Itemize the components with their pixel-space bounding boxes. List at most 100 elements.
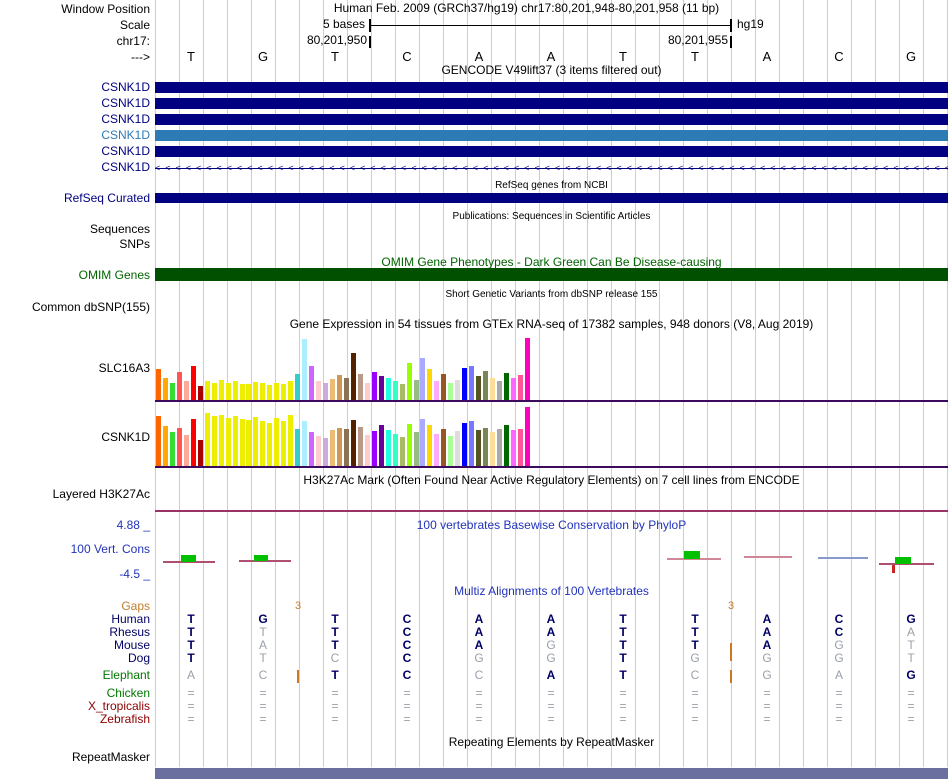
gtex-bar-slc16a3-3[interactable] <box>170 383 175 400</box>
gtex-bar-csnk1d-46[interactable] <box>469 421 474 466</box>
gtex-bar-csnk1d-24[interactable] <box>316 436 321 466</box>
gtex-bar-slc16a3-14[interactable] <box>246 384 251 400</box>
gtex-bar-slc16a3-23[interactable] <box>309 366 314 400</box>
multiz-gaps-label[interactable]: Gaps <box>121 599 150 613</box>
refseq-curated-bar[interactable] <box>155 193 948 203</box>
gtex-gene-label-slc16a3[interactable]: SLC16A3 <box>98 361 150 375</box>
gtex-bar-csnk1d-29[interactable] <box>351 420 356 466</box>
gtex-bar-slc16a3-24[interactable] <box>316 381 321 400</box>
species-label-zebrafish[interactable]: Zebrafish <box>99 712 150 726</box>
gtex-bar-csnk1d-38[interactable] <box>414 432 419 466</box>
gtex-bar-csnk1d-21[interactable] <box>295 429 300 466</box>
gtex-bar-csnk1d-51[interactable] <box>504 425 509 466</box>
gtex-bar-slc16a3-20[interactable] <box>288 381 293 400</box>
gtex-bar-slc16a3-45[interactable] <box>462 368 467 400</box>
gtex-bar-slc16a3-27[interactable] <box>337 375 342 400</box>
gencode-transcript-bar-4[interactable] <box>155 130 948 141</box>
species-label-rhesus[interactable]: Rhesus <box>109 625 150 639</box>
repeat-element-bar[interactable] <box>155 768 948 779</box>
phylop-min-label[interactable]: -4.5 _ <box>119 567 150 581</box>
species-label-chicken[interactable]: Chicken <box>106 686 150 700</box>
gtex-bar-csnk1d-53[interactable] <box>518 429 523 466</box>
scale-label[interactable]: Scale <box>119 18 150 32</box>
gtex-bar-slc16a3-31[interactable] <box>365 383 370 400</box>
gtex-bar-csnk1d-3[interactable] <box>170 432 175 466</box>
gtex-bar-slc16a3-50[interactable] <box>497 381 502 400</box>
gtex-bar-csnk1d-12[interactable] <box>233 416 238 466</box>
gtex-bar-csnk1d-54[interactable] <box>525 407 530 466</box>
species-label-human[interactable]: Human <box>111 612 150 626</box>
gtex-bar-slc16a3-8[interactable] <box>205 381 210 400</box>
gtex-bar-csnk1d-44[interactable] <box>455 431 460 466</box>
gtex-bar-csnk1d-41[interactable] <box>434 434 439 466</box>
gtex-bar-csnk1d-14[interactable] <box>246 420 251 466</box>
gtex-bar-csnk1d-49[interactable] <box>490 432 495 466</box>
gtex-bar-slc16a3-12[interactable] <box>233 381 238 400</box>
gencode-item-label-4[interactable]: CSNK1D <box>101 128 150 142</box>
gtex-bar-slc16a3-18[interactable] <box>274 383 279 400</box>
gtex-bar-slc16a3-4[interactable] <box>177 372 182 400</box>
repeatmasker-track-label[interactable]: RepeatMasker <box>71 750 150 764</box>
gencode-transcript-bar-5[interactable] <box>155 146 948 157</box>
gtex-bar-slc16a3-13[interactable] <box>240 384 245 400</box>
gtex-bar-csnk1d-22[interactable] <box>302 421 307 466</box>
gtex-bar-slc16a3-5[interactable] <box>184 381 189 400</box>
gtex-bar-slc16a3-36[interactable] <box>400 384 405 400</box>
gtex-bar-csnk1d-1[interactable] <box>156 416 161 466</box>
species-label-elephant[interactable]: Elephant <box>102 668 150 682</box>
gtex-bar-slc16a3-16[interactable] <box>260 383 265 400</box>
gtex-bar-csnk1d-36[interactable] <box>400 437 405 466</box>
gtex-bar-slc16a3-44[interactable] <box>455 380 460 400</box>
gtex-bar-csnk1d-19[interactable] <box>281 421 286 466</box>
gtex-bar-slc16a3-6[interactable] <box>191 366 196 400</box>
gtex-bar-slc16a3-7[interactable] <box>198 386 203 400</box>
gtex-bar-csnk1d-39[interactable] <box>420 419 425 466</box>
gtex-bar-csnk1d-42[interactable] <box>441 429 446 466</box>
gtex-bar-csnk1d-30[interactable] <box>358 427 363 466</box>
gtex-bar-slc16a3-42[interactable] <box>441 374 446 400</box>
gtex-bar-slc16a3-26[interactable] <box>330 379 335 400</box>
gtex-bar-csnk1d-28[interactable] <box>344 429 349 466</box>
gtex-bar-csnk1d-32[interactable] <box>372 431 377 466</box>
gtex-bar-slc16a3-38[interactable] <box>414 380 419 400</box>
gtex-bar-csnk1d-18[interactable] <box>274 418 279 466</box>
gtex-bar-csnk1d-31[interactable] <box>365 435 370 466</box>
gtex-bar-slc16a3-19[interactable] <box>281 384 286 400</box>
gtex-bar-slc16a3-35[interactable] <box>393 381 398 400</box>
gtex-bar-slc16a3-21[interactable] <box>295 374 300 400</box>
gtex-bar-slc16a3-10[interactable] <box>219 380 224 400</box>
gtex-bar-csnk1d-48[interactable] <box>483 428 488 466</box>
chrom-label[interactable]: chr17: <box>116 34 150 48</box>
gtex-bar-csnk1d-5[interactable] <box>184 435 189 466</box>
gtex-bar-csnk1d-52[interactable] <box>511 430 516 466</box>
gencode-item-label-5[interactable]: CSNK1D <box>101 144 150 158</box>
gencode-item-label-1[interactable]: CSNK1D <box>101 80 150 94</box>
gtex-bar-csnk1d-7[interactable] <box>198 440 203 466</box>
gtex-bar-csnk1d-26[interactable] <box>330 430 335 466</box>
gtex-bar-csnk1d-47[interactable] <box>476 430 481 466</box>
phylop-max-label[interactable]: 4.88 _ <box>116 518 150 532</box>
gtex-bar-slc16a3-48[interactable] <box>483 371 488 400</box>
gtex-bar-csnk1d-34[interactable] <box>386 430 391 466</box>
gtex-bar-slc16a3-46[interactable] <box>469 366 474 400</box>
gencode-item-label-2[interactable]: CSNK1D <box>101 96 150 110</box>
species-label-dog[interactable]: Dog <box>127 651 150 665</box>
gtex-bar-csnk1d-33[interactable] <box>379 425 384 466</box>
gtex-bar-slc16a3-15[interactable] <box>253 382 258 400</box>
gtex-gene-label-csnk1d[interactable]: CSNK1D <box>101 430 150 444</box>
gtex-bar-csnk1d-9[interactable] <box>212 416 217 466</box>
gtex-bar-csnk1d-27[interactable] <box>337 428 342 466</box>
gtex-bar-slc16a3-1[interactable] <box>156 369 161 400</box>
gtex-bar-slc16a3-43[interactable] <box>448 383 453 400</box>
gtex-bar-slc16a3-37[interactable] <box>407 363 412 400</box>
gtex-bar-csnk1d-8[interactable] <box>205 413 210 466</box>
gtex-bar-csnk1d-11[interactable] <box>226 418 231 466</box>
gencode-intron-arrows[interactable]: <<<<<<<<<<<<<<<<<<<<<<<<<<<<<<<<<<<<<<<<… <box>155 163 948 173</box>
gencode-transcript-bar-3[interactable] <box>155 114 948 125</box>
gtex-bar-csnk1d-35[interactable] <box>393 434 398 466</box>
omim-gene-bar[interactable] <box>155 268 948 281</box>
gtex-bar-slc16a3-41[interactable] <box>434 381 439 400</box>
gtex-bar-slc16a3-49[interactable] <box>490 378 495 400</box>
gtex-bar-csnk1d-25[interactable] <box>323 438 328 466</box>
gtex-bar-csnk1d-6[interactable] <box>191 419 196 466</box>
